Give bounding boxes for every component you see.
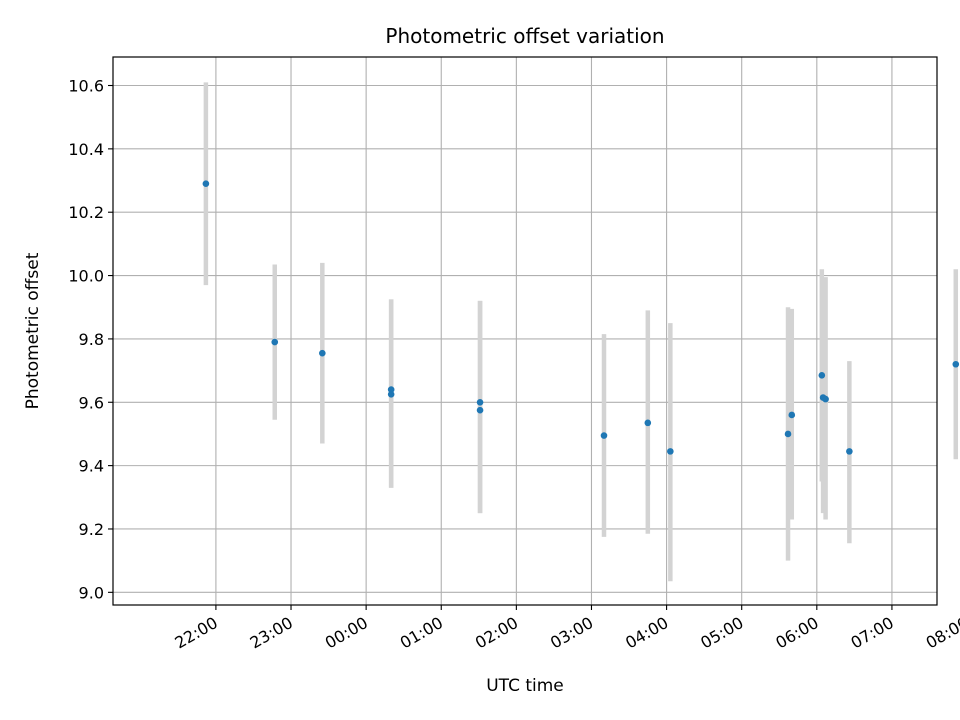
data-point [788, 411, 796, 419]
y-tick-label: 9.6 [79, 393, 104, 412]
x-tick-label: 00:00 [322, 613, 371, 653]
data-point [387, 386, 395, 393]
y-tick-label: 10.6 [68, 77, 104, 96]
data-point [476, 406, 484, 414]
data-point [476, 398, 484, 406]
y-tick-label: 9.4 [79, 457, 104, 476]
x-tick-label: 05:00 [697, 613, 746, 653]
y-tick-label: 9.0 [79, 583, 104, 602]
x-axis-label: UTC time [486, 676, 564, 696]
y-axis-label: Photometric offset [23, 252, 43, 409]
error-bars [203, 82, 959, 582]
data-point [952, 360, 960, 368]
x-axis-ticks: 22:00 23:00 00:00 01:00 02:00 03:00 04:00 05:00… [171, 605, 960, 653]
x-tick-label: 02:00 [472, 613, 521, 653]
x-tick-label: 07:00 [847, 613, 896, 653]
data-point [202, 180, 210, 188]
data-point [784, 430, 792, 438]
data-point [818, 372, 826, 379]
y-tick-label: 9.8 [79, 330, 104, 349]
x-tick-label: 23:00 [247, 613, 296, 653]
x-tick-label: 22:00 [171, 613, 220, 653]
chart-title: Photometric offset variation [385, 24, 664, 48]
data-point [319, 349, 326, 357]
data-point [667, 448, 674, 455]
plot-frame [112, 56, 938, 606]
y-axis-ticks: 9.0 9.2 9.4 9.6 9.8 10.0 10.2 10.4 10.6 [68, 77, 113, 602]
x-tick-label: 06:00 [772, 613, 821, 653]
y-tick-label: 10.4 [68, 140, 104, 159]
y-tick-label: 10.0 [68, 267, 104, 286]
y-tick-label: 10.2 [68, 203, 104, 222]
x-tick-label: 01:00 [397, 613, 446, 653]
x-tick-label: 03:00 [547, 613, 596, 653]
data-points [202, 180, 960, 455]
x-tick-label: 08:00 [923, 613, 960, 653]
data-point [271, 338, 279, 346]
data-point [600, 432, 608, 439]
x-tick-label: 04:00 [622, 613, 671, 653]
data-point [846, 448, 853, 455]
data-point [822, 395, 829, 403]
data-point [644, 419, 652, 427]
y-tick-label: 9.2 [79, 520, 104, 539]
grid [113, 57, 937, 605]
data-point [387, 391, 395, 398]
